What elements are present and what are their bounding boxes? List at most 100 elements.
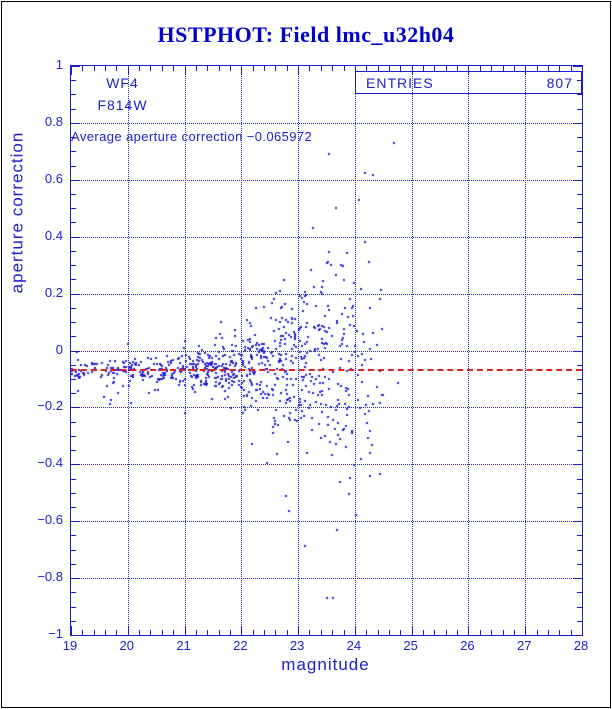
x-minor-tick (218, 630, 220, 635)
x-minor-tick (116, 630, 118, 635)
entries-stats-box: ENTRIES 807 (355, 71, 582, 94)
y-gridline (71, 179, 582, 181)
x-minor-tick (343, 66, 345, 71)
x-minor-tick (491, 630, 493, 635)
y-gridline (71, 407, 582, 409)
x-major-tick (411, 66, 413, 75)
average-correction-line (71, 369, 582, 371)
x-major-tick (525, 626, 527, 635)
x-minor-tick (388, 630, 390, 635)
x-minor-tick (309, 630, 311, 635)
x-tick-label: 20 (119, 638, 134, 653)
x-minor-tick (423, 630, 425, 635)
x-minor-tick (491, 66, 493, 71)
y-gridline (71, 521, 582, 523)
x-minor-tick (388, 66, 390, 71)
x-minor-tick (400, 66, 402, 71)
y-tick-label: 1 (55, 57, 63, 72)
x-major-tick (354, 626, 356, 635)
x-minor-tick (502, 66, 504, 71)
x-tick-label: 27 (516, 638, 532, 653)
y-minor-tick (71, 549, 76, 551)
y-minor-tick (577, 364, 582, 366)
y-minor-tick (577, 208, 582, 210)
y-minor-tick (577, 165, 582, 167)
y-major-tick (71, 66, 80, 67)
x-major-tick (241, 626, 243, 635)
x-minor-tick (150, 66, 152, 71)
x-tick-label: 25 (403, 638, 418, 653)
y-major-tick (71, 407, 80, 409)
y-minor-tick (71, 492, 76, 494)
y-minor-tick (71, 322, 76, 324)
y-major-tick (71, 293, 80, 295)
y-minor-tick (71, 94, 76, 96)
x-minor-tick (286, 630, 288, 635)
y-minor-tick (71, 592, 76, 594)
y-tick-label: 0.6 (44, 170, 63, 186)
y-minor-tick (71, 165, 76, 167)
x-major-tick (127, 66, 129, 75)
y-minor-tick (71, 563, 76, 565)
y-minor-tick (71, 208, 76, 210)
y-minor-tick (577, 322, 582, 324)
y-minor-tick (71, 421, 76, 423)
x-major-tick (71, 66, 72, 75)
x-minor-tick (479, 66, 481, 71)
y-minor-tick (577, 606, 582, 608)
y-major-tick (71, 521, 80, 523)
x-minor-tick (173, 630, 175, 635)
x-tick-label: 26 (460, 638, 475, 653)
y-gridline (71, 236, 582, 238)
y-minor-tick (577, 279, 582, 281)
y-tick-label: 0 (55, 341, 63, 357)
x-minor-tick (286, 66, 288, 71)
y-major-tick (573, 293, 582, 295)
x-minor-tick (252, 66, 254, 71)
y-major-tick (573, 635, 582, 636)
y-gridline (71, 293, 582, 295)
x-minor-tick (570, 630, 572, 635)
y-minor-tick (577, 620, 582, 622)
x-minor-tick (400, 630, 402, 635)
y-minor-tick (577, 151, 582, 153)
x-axis-title: magnitude (281, 655, 370, 674)
x-minor-tick (207, 630, 209, 635)
x-minor-tick (377, 630, 379, 635)
x-minor-tick (105, 66, 107, 71)
y-minor-tick (577, 535, 582, 537)
y-minor-tick (577, 80, 582, 82)
x-minor-tick (150, 630, 152, 635)
x-minor-tick (457, 66, 459, 71)
x-tick-label: 24 (346, 638, 362, 653)
x-minor-tick (570, 66, 572, 71)
y-minor-tick (71, 606, 76, 608)
x-minor-tick (161, 66, 163, 71)
y-tick-label: −1 (48, 626, 63, 641)
y-minor-tick (71, 535, 76, 537)
y-major-tick (573, 407, 582, 409)
x-minor-tick (229, 66, 231, 71)
x-minor-tick (434, 630, 436, 635)
x-minor-tick (479, 630, 481, 635)
y-minor-tick (577, 194, 582, 196)
x-minor-tick (559, 66, 561, 71)
x-minor-tick (445, 66, 447, 71)
x-minor-tick (116, 66, 118, 71)
x-tick-label: 22 (233, 638, 248, 653)
x-minor-tick (105, 630, 107, 635)
y-minor-tick (577, 307, 582, 309)
y-major-tick (573, 578, 582, 580)
x-minor-tick (82, 630, 84, 635)
y-minor-tick (71, 250, 76, 252)
x-minor-tick (139, 630, 141, 635)
y-major-tick (71, 236, 80, 238)
x-minor-tick (207, 66, 209, 71)
y-major-tick (573, 179, 582, 181)
x-major-tick (582, 626, 583, 635)
average-correction-annotation: Average aperture correction −0.065972 (71, 129, 313, 144)
y-tick-label: 0.8 (44, 113, 63, 129)
x-minor-tick (513, 630, 515, 635)
x-major-tick (241, 66, 243, 75)
